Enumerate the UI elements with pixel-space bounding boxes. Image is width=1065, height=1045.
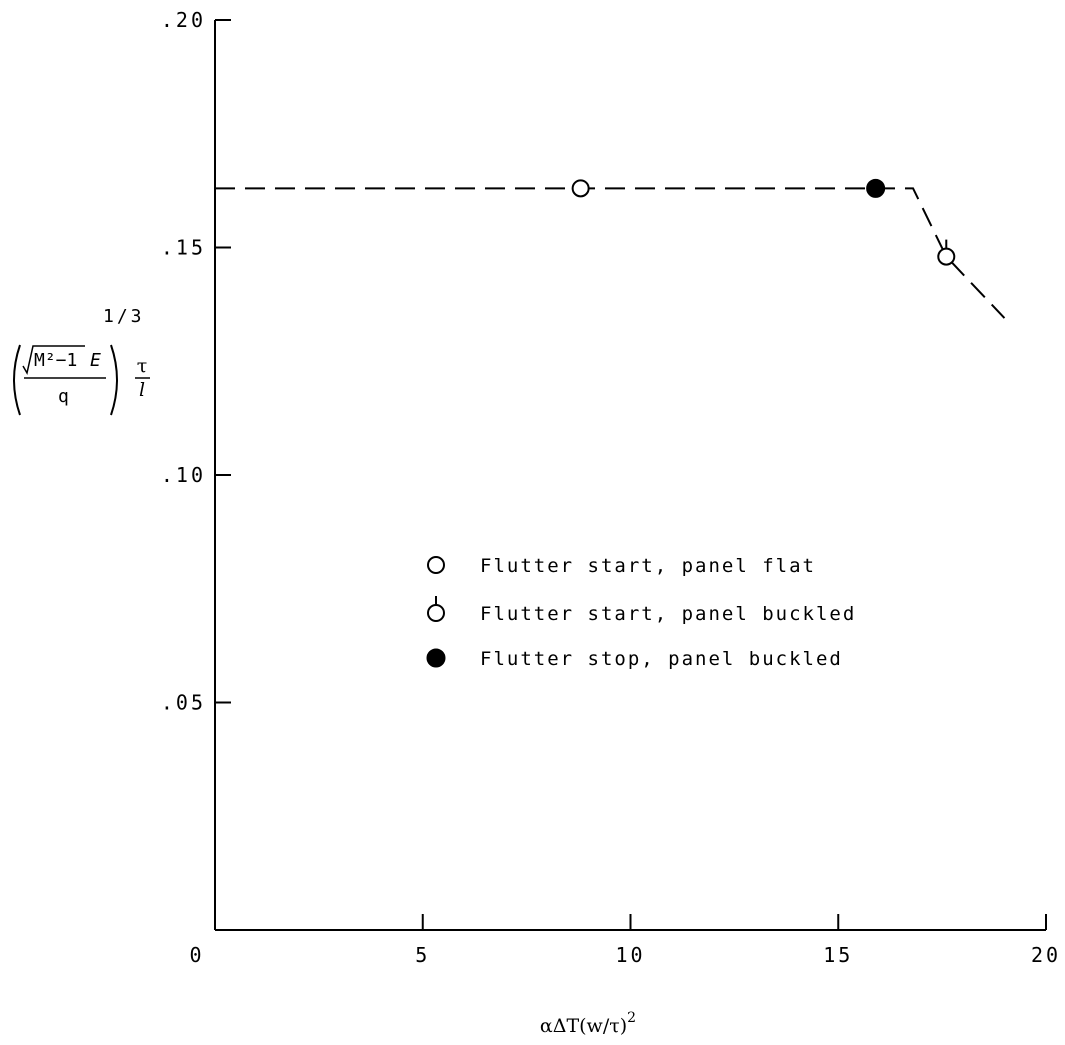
point-flutter-stop-buckled [866, 178, 886, 198]
legend-label-buckled-stop: Flutter stop, panel buckled [480, 648, 843, 670]
legend-label-buckled-start: Flutter start, panel buckled [480, 603, 856, 625]
point-flutter-start-flat [571, 179, 590, 198]
axes [214, 20, 1046, 931]
data-points [571, 178, 956, 266]
legend-item-buckled-start: Flutter start, panel buckled [427, 596, 856, 625]
point-flutter-start-buckled [937, 247, 956, 266]
x-axis-label-main: αΔT(w/τ) [540, 1015, 627, 1037]
y-label-left-paren [13, 344, 21, 416]
y-ticks: .05 .10 .15 .20 [161, 8, 231, 715]
dashed-fit-line [215, 187, 1006, 319]
legend-item-flat: Flutter start, panel flat [427, 555, 816, 577]
legend-label-flat: Flutter start, panel flat [480, 555, 816, 577]
x-tick-label: 20 [1031, 943, 1061, 967]
y-label-sqrt-sign [22, 345, 85, 376]
x-tick-label: 10 [615, 943, 645, 967]
svg-text:αΔT(w/τ)2: αΔT(w/τ)2 [540, 1010, 636, 1037]
y-axis-label: M²−1 E q 1/3 τ l [13, 306, 150, 416]
y-label-exponent: 1/3 [103, 306, 145, 327]
x-axis-label-exponent: 2 [627, 1010, 636, 1026]
legend-filled-circle-marker [426, 648, 446, 668]
y-label-sqrt-term: M²−1 [34, 350, 77, 371]
y-label-right-paren [110, 344, 118, 416]
x-ticks: 0 5 10 15 20 [189, 914, 1061, 967]
y-tick-label: .15 [161, 236, 206, 260]
x-tick-label: 15 [823, 943, 853, 967]
legend: Flutter start, panel flat Flutter start,… [426, 555, 856, 670]
y-label-denominator: q [58, 386, 69, 407]
legend-open-circle-marker [427, 556, 445, 574]
y-tick-label: .05 [161, 691, 206, 715]
legend-flag-circle-marker [427, 604, 445, 622]
y-tick-label: .20 [161, 8, 206, 32]
y-label-ratio-num: τ [137, 355, 148, 377]
x-axis-label: αΔT(w/τ)2 [540, 1010, 636, 1037]
x-tick-label: 5 [415, 943, 430, 967]
legend-item-buckled-stop: Flutter stop, panel buckled [426, 648, 843, 670]
y-tick-label: .10 [161, 463, 206, 487]
y-label-ratio-den: l [139, 379, 145, 401]
y-label-numerator-suffix: E [90, 350, 101, 371]
fit-line [215, 187, 1006, 319]
x-tick-label: 0 [189, 943, 204, 967]
